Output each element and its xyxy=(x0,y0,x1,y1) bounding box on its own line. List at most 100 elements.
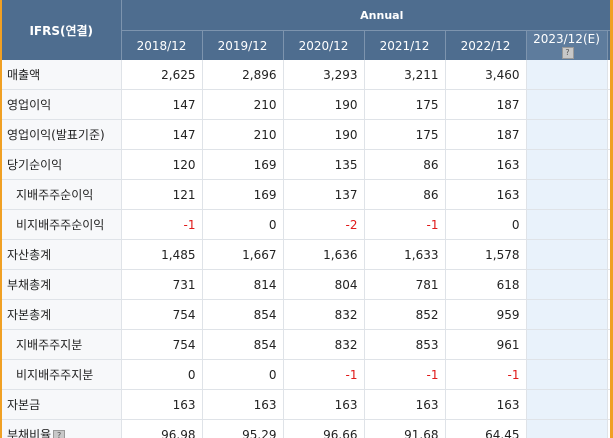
value-cell: 169 xyxy=(202,149,284,180)
value-cell: 832 xyxy=(283,299,365,330)
estimate-cell xyxy=(526,209,608,240)
row-label: 비지배주주지분 xyxy=(2,359,122,390)
value-cell: -1 xyxy=(283,359,365,390)
value-cell: 135 xyxy=(283,149,365,180)
year-header: 2018/12 xyxy=(121,30,203,60)
row-label: 비지배주주순이익 xyxy=(2,209,122,240)
value-cell: 0 xyxy=(121,359,203,390)
value-cell: 731 xyxy=(121,269,203,300)
row-label: 자본금 xyxy=(2,389,122,420)
clipped-cell xyxy=(607,389,610,420)
estimate-cell xyxy=(526,179,608,210)
value-cell: 169 xyxy=(202,179,284,210)
estimate-cell xyxy=(526,299,608,330)
value-cell: 832 xyxy=(283,329,365,360)
help-icon[interactable]: ? xyxy=(561,47,574,59)
estimate-year-header[interactable]: 2023/12(E)? xyxy=(526,30,608,60)
value-cell: 175 xyxy=(364,89,446,120)
value-cell: 96.66 xyxy=(283,419,365,438)
value-cell: 147 xyxy=(121,89,203,120)
estimate-year-label: 2023/12(E) xyxy=(533,31,600,46)
value-cell: 2,625 xyxy=(121,60,203,90)
value-cell: 210 xyxy=(202,89,284,120)
value-cell: 86 xyxy=(364,149,446,180)
value-cell: 1,578 xyxy=(445,239,527,270)
value-cell: 961 xyxy=(445,329,527,360)
table-row: 비지배주주지분 0 0 -1 -1 -1 xyxy=(2,359,610,390)
value-cell: 854 xyxy=(202,329,284,360)
row-label[interactable]: 부채비율? xyxy=(2,419,122,438)
clipped-cell xyxy=(607,299,610,330)
value-cell: 64.45 xyxy=(445,419,527,438)
clipped-cell xyxy=(607,60,610,90)
table-row: 자본금 163 163 163 163 163 xyxy=(2,389,610,420)
value-cell: 163 xyxy=(202,389,284,420)
value-cell: 754 xyxy=(121,329,203,360)
year-header: 2019/12 xyxy=(202,30,284,60)
row-label: 자본총계 xyxy=(2,299,122,330)
value-cell: 163 xyxy=(445,389,527,420)
value-cell: 190 xyxy=(283,89,365,120)
value-cell: 190 xyxy=(283,119,365,150)
row-label: 영업이익(발표기준) xyxy=(2,119,122,150)
table-row: 지배주주지분 754 854 832 853 961 xyxy=(2,329,610,360)
value-cell: 137 xyxy=(283,179,365,210)
row-label: 매출액 xyxy=(2,60,122,90)
value-cell: 147 xyxy=(121,119,203,150)
table-row: 영업이익 147 210 190 175 187 xyxy=(2,89,610,120)
value-cell: 0 xyxy=(202,359,284,390)
clipped-cell xyxy=(607,149,610,180)
estimate-cell xyxy=(526,239,608,270)
clipped-cell xyxy=(607,239,610,270)
table-row: 지배주주순이익 121 169 137 86 163 xyxy=(2,179,610,210)
value-cell: 175 xyxy=(364,119,446,150)
value-cell: 163 xyxy=(121,389,203,420)
clipped-cell xyxy=(607,359,610,390)
table-row: 영업이익(발표기준) 147 210 190 175 187 xyxy=(2,119,610,150)
value-cell: 163 xyxy=(445,179,527,210)
value-cell: 3,211 xyxy=(364,60,446,90)
ifrs-header: IFRS(연결) xyxy=(2,0,122,60)
value-cell: 210 xyxy=(202,119,284,150)
value-cell: 781 xyxy=(364,269,446,300)
value-cell: 96.98 xyxy=(121,419,203,438)
table-row: 비지배주주순이익 -1 0 -2 -1 0 xyxy=(2,209,610,240)
year-header: 2020/12 xyxy=(283,30,365,60)
estimate-cell xyxy=(526,149,608,180)
table-row: 부채비율? 96.98 95.29 96.66 91.68 64.45 xyxy=(2,419,610,438)
clipped-cell xyxy=(607,119,610,150)
value-cell: -1 xyxy=(121,209,203,240)
row-label: 지배주주순이익 xyxy=(2,179,122,210)
help-icon[interactable]: ? xyxy=(53,429,66,438)
annual-header: Annual xyxy=(121,0,610,31)
value-cell: 814 xyxy=(202,269,284,300)
value-cell: 852 xyxy=(364,299,446,330)
value-cell: 754 xyxy=(121,299,203,330)
value-cell: 163 xyxy=(283,389,365,420)
estimate-cell xyxy=(526,359,608,390)
row-label: 지배주주지분 xyxy=(2,329,122,360)
value-cell: 1,633 xyxy=(364,239,446,270)
year-header: 2022/12 xyxy=(445,30,527,60)
value-cell: 3,293 xyxy=(283,60,365,90)
clipped-cell xyxy=(607,179,610,210)
table-row: 부채총계 731 814 804 781 618 xyxy=(2,269,610,300)
row-label: 당기순이익 xyxy=(2,149,122,180)
value-cell: 959 xyxy=(445,299,527,330)
value-cell: 120 xyxy=(121,149,203,180)
value-cell: 804 xyxy=(283,269,365,300)
value-cell: 187 xyxy=(445,119,527,150)
clipped-cell xyxy=(607,89,610,120)
table-row: 자본총계 754 854 832 852 959 xyxy=(2,299,610,330)
estimate-cell xyxy=(526,269,608,300)
year-header: 2021/12 xyxy=(364,30,446,60)
clipped-cell xyxy=(607,269,610,300)
estimate-cell xyxy=(526,89,608,120)
row-label: 영업이익 xyxy=(2,89,122,120)
value-cell: 121 xyxy=(121,179,203,210)
value-cell: 95.29 xyxy=(202,419,284,438)
estimate-cell xyxy=(526,329,608,360)
clipped-cell xyxy=(607,419,610,438)
